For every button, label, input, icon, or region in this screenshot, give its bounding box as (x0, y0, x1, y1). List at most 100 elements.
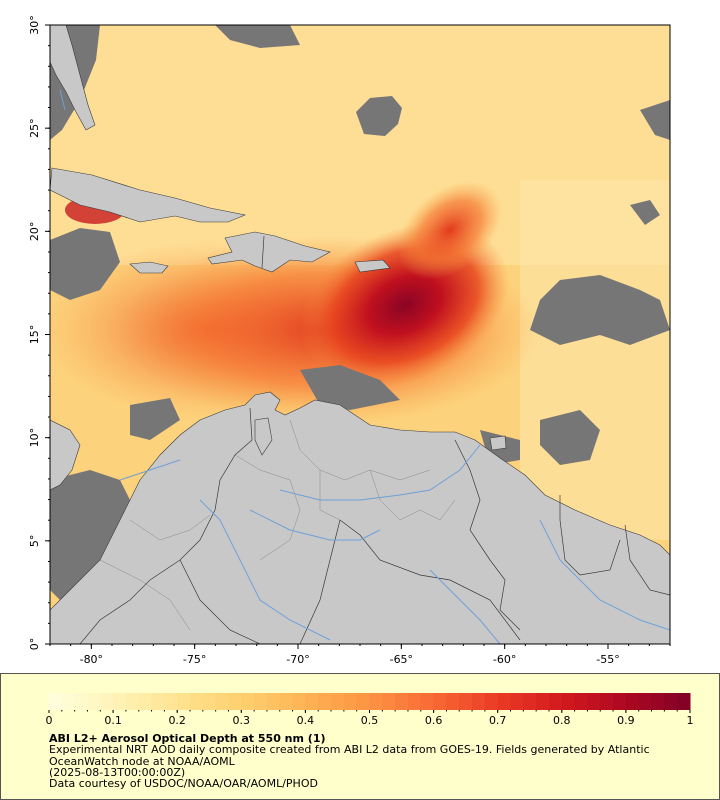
colorbar-label: 1 (687, 714, 694, 727)
country-borders (79, 235, 670, 644)
colorbar-cell (279, 693, 294, 710)
central-america (50, 419, 81, 491)
cuba (50, 167, 247, 223)
colorbar-cell (74, 693, 88, 710)
state-borders (99, 419, 456, 631)
colorbar-cell (228, 693, 242, 710)
y-tick-label: 10° (28, 428, 41, 448)
colorbar-cell (677, 693, 691, 710)
colorbar-cell (651, 693, 665, 710)
puerto-rico (354, 259, 391, 273)
colorbar-cell (382, 693, 396, 710)
y-tick-label: 30° (28, 15, 41, 35)
trinidad (489, 435, 507, 451)
colorbar-cell (318, 693, 332, 710)
legend-panel: 0 0.1 0.2 0.3 0.4 0.5 0.6 0.7 0.8 0.9 1 ABI L2+ Ae… (0, 673, 720, 800)
x-tick-label: -65° (390, 653, 413, 666)
y-tick-label: 15° (28, 325, 41, 345)
colorbar-cell (625, 693, 640, 710)
colorbar-cell (536, 693, 550, 710)
colorbar-cell (215, 693, 229, 710)
colorbar: 0 0.1 0.2 0.3 0.4 0.5 0.6 0.7 0.8 0.9 1 (46, 693, 694, 727)
colorbar-label: 0.6 (425, 714, 443, 727)
caption-credit: Data courtesy of USDOC/NOAA/OAR/AOML/PHO… (49, 777, 318, 790)
colorbar-label: 0.2 (168, 714, 186, 727)
y-tick-label: 25° (28, 118, 41, 138)
colorbar-cell (664, 693, 678, 710)
colorbar-cell (125, 693, 140, 710)
colorbar-cell (305, 693, 319, 710)
colorbar-cell (177, 693, 191, 710)
colorbar-cell (638, 693, 653, 710)
caption-description: Experimental NRT AOD daily composite cre… (49, 743, 654, 768)
x-tick-label: -55° (596, 653, 619, 666)
colorbar-cells (49, 693, 691, 710)
colorbar-cell (407, 693, 422, 710)
colorbar-cell (433, 693, 447, 710)
south-america (50, 391, 670, 644)
colorbar-cell (202, 693, 217, 710)
colorbar-cell (472, 693, 486, 710)
colorbar-cell (459, 693, 473, 710)
maracaibo-lake (254, 417, 273, 456)
colorbar-cell (446, 693, 460, 710)
colorbar-cell (356, 693, 370, 710)
colorbar-cell (600, 693, 614, 710)
caption-date: (2025-08-13T00:00:00Z) (49, 766, 186, 779)
rivers (59, 89, 670, 644)
x-tick-label: -60° (493, 653, 516, 666)
colorbar-cell (87, 693, 101, 710)
colorbar-label: 0 (46, 714, 53, 727)
colorbar-label: 0.1 (104, 714, 122, 727)
colorbar-cell (331, 693, 345, 710)
florida (50, 25, 96, 131)
colorbar-cell (49, 693, 63, 710)
colorbar-cell (497, 693, 512, 710)
land (50, 25, 670, 644)
colorbar-cell (138, 693, 153, 710)
colorbar-label: 0.9 (617, 714, 635, 727)
x-tick-label: -75° (183, 653, 206, 666)
colorbar-cell (61, 693, 76, 710)
colorbar-label: 0.8 (553, 714, 571, 727)
colorbar-label: 0.5 (361, 714, 379, 727)
colorbar-cell (266, 693, 281, 710)
colorbar-cell (574, 693, 588, 710)
colorbar-cell (254, 693, 268, 710)
longitude-axis: -80° -75° -70° -65° -60° -55° (49, 644, 671, 666)
colorbar-cell (343, 693, 358, 710)
x-tick-label: -80° (80, 653, 103, 666)
colorbar-cell (523, 693, 537, 710)
colorbar-cell (420, 693, 435, 710)
colorbar-cell (587, 693, 601, 710)
colorbar-label: 0.3 (233, 714, 251, 727)
colorbar-cell (151, 693, 165, 710)
colorbar-label: 0.7 (489, 714, 507, 727)
colorbar-cell (395, 693, 409, 710)
colorbar-cell (510, 693, 524, 710)
caption-title: ABI L2+ Aerosol Optical Depth at 550 nm … (49, 732, 326, 745)
y-tick-label: 0° (28, 638, 41, 651)
colorbar-cell (369, 693, 383, 710)
colorbar-label: 0.4 (297, 714, 315, 727)
colorbar-cell (613, 693, 627, 710)
colorbar-cell (164, 693, 178, 710)
colorbar-cell (484, 693, 499, 710)
colorbar-cell (190, 693, 204, 710)
colorbar-cell (100, 693, 114, 710)
colorbar-cell (561, 693, 576, 710)
map-layers (50, 25, 670, 644)
hispaniola (207, 231, 331, 273)
colorbar-cell (241, 693, 255, 710)
colorbar-cell (548, 693, 563, 710)
aod-map: -80° -75° -70° -65° -60° -55° 0° 5° 10° 15° 20° 25… (28, 15, 671, 666)
map-canvas: -80° -75° -70° -65° -60° -55° 0° 5° 10° 15° 20° 25… (28, 15, 671, 666)
y-tick-label: 5° (28, 535, 41, 548)
y-tick-label: 20° (28, 222, 41, 242)
x-tick-label: -70° (286, 653, 309, 666)
colorbar-labels: 0 0.1 0.2 0.3 0.4 0.5 0.6 0.7 0.8 0.9 1 (46, 710, 694, 727)
latitude-axis: 0° 5° 10° 15° 20° 25° 30° (28, 15, 50, 650)
jamaica (129, 261, 169, 274)
colorbar-cell (113, 693, 127, 710)
colorbar-cell (292, 693, 306, 710)
